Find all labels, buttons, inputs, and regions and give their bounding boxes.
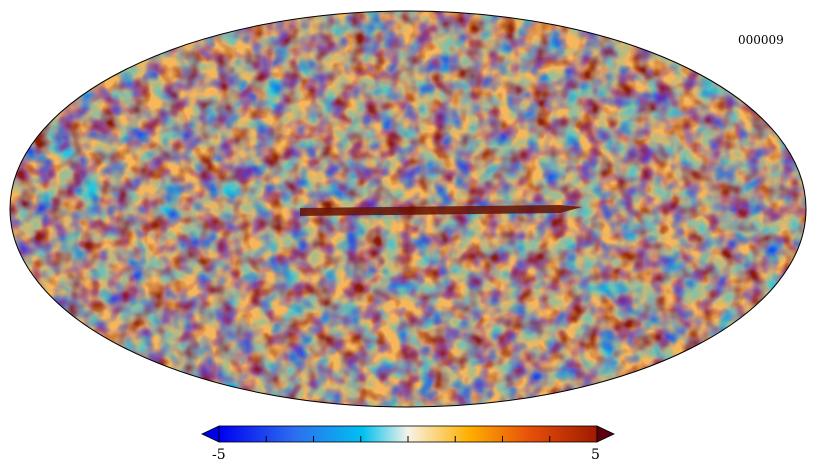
colorbar-high-arrow	[596, 425, 615, 443]
colorbar-ticks	[218, 436, 598, 442]
map-outline	[9, 10, 807, 408]
galactic-plane-band	[300, 205, 582, 216]
colorbar-low-arrow	[201, 425, 220, 443]
map-id-label: 000009	[738, 33, 784, 47]
colorbar-min-label: -5	[212, 447, 226, 463]
map-field	[10, 11, 806, 407]
colorbar-max-label: 5	[591, 447, 600, 463]
